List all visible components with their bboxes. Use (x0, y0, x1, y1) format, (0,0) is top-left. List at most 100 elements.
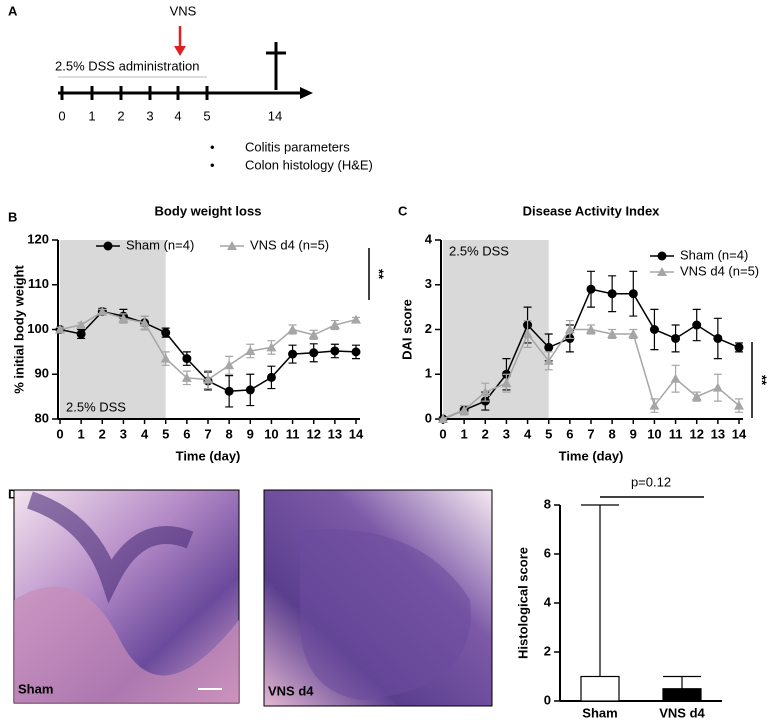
x-tick-label: 2 (99, 426, 106, 441)
marker (691, 391, 702, 401)
chart-title: Disease Activity Index (523, 203, 661, 218)
x-tick-label: 6 (566, 426, 573, 441)
whisker (581, 504, 619, 677)
x-tick-label: 2 (482, 426, 489, 441)
legend-label: VNS d4 (n=5) (680, 263, 759, 278)
y-tick-label: 4 (425, 231, 433, 246)
marker (480, 387, 491, 397)
marker (118, 313, 129, 323)
timeline-arrow (300, 87, 313, 99)
timeline-tick-label: 14 (268, 108, 282, 123)
timeline-tick-label: 2 (117, 108, 124, 123)
x-tick-label: 1 (461, 426, 468, 441)
tissue (300, 528, 471, 700)
marker (139, 317, 150, 327)
marker (76, 329, 86, 339)
y-tick-label: 0 (425, 410, 432, 425)
marker (288, 349, 298, 359)
scale-bar (198, 688, 222, 690)
marker (649, 400, 660, 410)
x-tick-label: 0 (56, 426, 63, 441)
y-tick-label: 120 (27, 231, 49, 246)
marker (55, 324, 65, 334)
marker (670, 373, 681, 383)
x-tick-label: Sham (582, 705, 617, 720)
bullet: • (210, 139, 215, 154)
marker (607, 328, 618, 338)
marker (351, 314, 361, 324)
y-tick-label: 2 (425, 321, 432, 336)
y-tick-label: 0 (544, 692, 551, 707)
y-axis-label: % initial body weight (11, 265, 26, 394)
tissue (26, 491, 194, 604)
x-tick-label: 7 (587, 426, 594, 441)
x-tick-label: 4 (141, 426, 149, 441)
x-tick-label: 13 (328, 426, 342, 441)
whisker (663, 675, 701, 689)
marker (76, 320, 87, 330)
marker (628, 289, 638, 299)
p-value: p=0.12 (631, 474, 671, 489)
marker (245, 385, 255, 395)
event-label: VNS (170, 3, 197, 18)
y-tick-label: 2 (544, 643, 551, 658)
x-tick-label: 3 (503, 426, 510, 441)
marker (564, 324, 575, 334)
x-tick-label: 12 (306, 426, 320, 441)
outcome: Colon histology (H&E) (245, 157, 373, 172)
x-axis-label: Time (day) (559, 448, 624, 463)
shaded-region (60, 240, 166, 419)
y-tick-label: 1 (425, 366, 432, 381)
marker (182, 354, 192, 364)
bar (580, 675, 620, 702)
marker (657, 251, 667, 261)
x-tick-label: 11 (286, 426, 300, 441)
marker (103, 241, 113, 251)
marker (160, 353, 171, 363)
marker (309, 348, 319, 358)
legend-label: Sham (n=4) (126, 237, 194, 252)
y-tick-label: 6 (544, 545, 551, 560)
marker (649, 325, 659, 334)
x-tick-label: 5 (162, 426, 169, 441)
marker (657, 267, 667, 276)
timeline-tick-label: 1 (88, 108, 95, 123)
event-arrow-head (174, 46, 186, 56)
chart-title: Body weight loss (155, 203, 262, 218)
panel-label: C (398, 203, 408, 218)
marker (692, 320, 702, 330)
x-tick-label: 13 (711, 426, 725, 441)
x-tick-label: 8 (226, 426, 233, 441)
y-tick-label: 8 (544, 496, 551, 511)
marker (628, 328, 639, 338)
x-axis-label: Time (day) (176, 448, 241, 463)
timeline-tick-label: 3 (146, 108, 153, 123)
bar (662, 688, 702, 702)
x-tick-label: VNS d4 (659, 705, 705, 720)
y-tick-label: 110 (28, 276, 49, 291)
marker (245, 345, 256, 355)
significance-label: ** (755, 375, 768, 386)
x-tick-label: 6 (183, 426, 190, 441)
marker (438, 414, 448, 423)
x-tick-label: 3 (120, 426, 127, 441)
significance-label: ** (372, 269, 387, 280)
y-tick-label: 3 (425, 276, 432, 291)
x-tick-label: 14 (732, 426, 747, 441)
marker (607, 289, 617, 299)
marker (351, 347, 361, 357)
marker (266, 372, 276, 382)
x-tick-label: 0 (439, 426, 446, 441)
panel-label: B (8, 209, 17, 224)
x-tick-label: 14 (349, 426, 364, 441)
bullet: • (210, 157, 215, 172)
image-label: Sham (18, 681, 53, 696)
panel-label: D (8, 486, 17, 501)
outcome: Colitis parameters (245, 139, 350, 154)
x-tick-label: 5 (545, 426, 552, 441)
x-tick-label: 12 (689, 426, 703, 441)
y-tick-label: 90 (35, 366, 49, 381)
timeline-tick-label: 0 (58, 108, 65, 123)
dss-label: 2.5% DSS administration (55, 58, 200, 73)
